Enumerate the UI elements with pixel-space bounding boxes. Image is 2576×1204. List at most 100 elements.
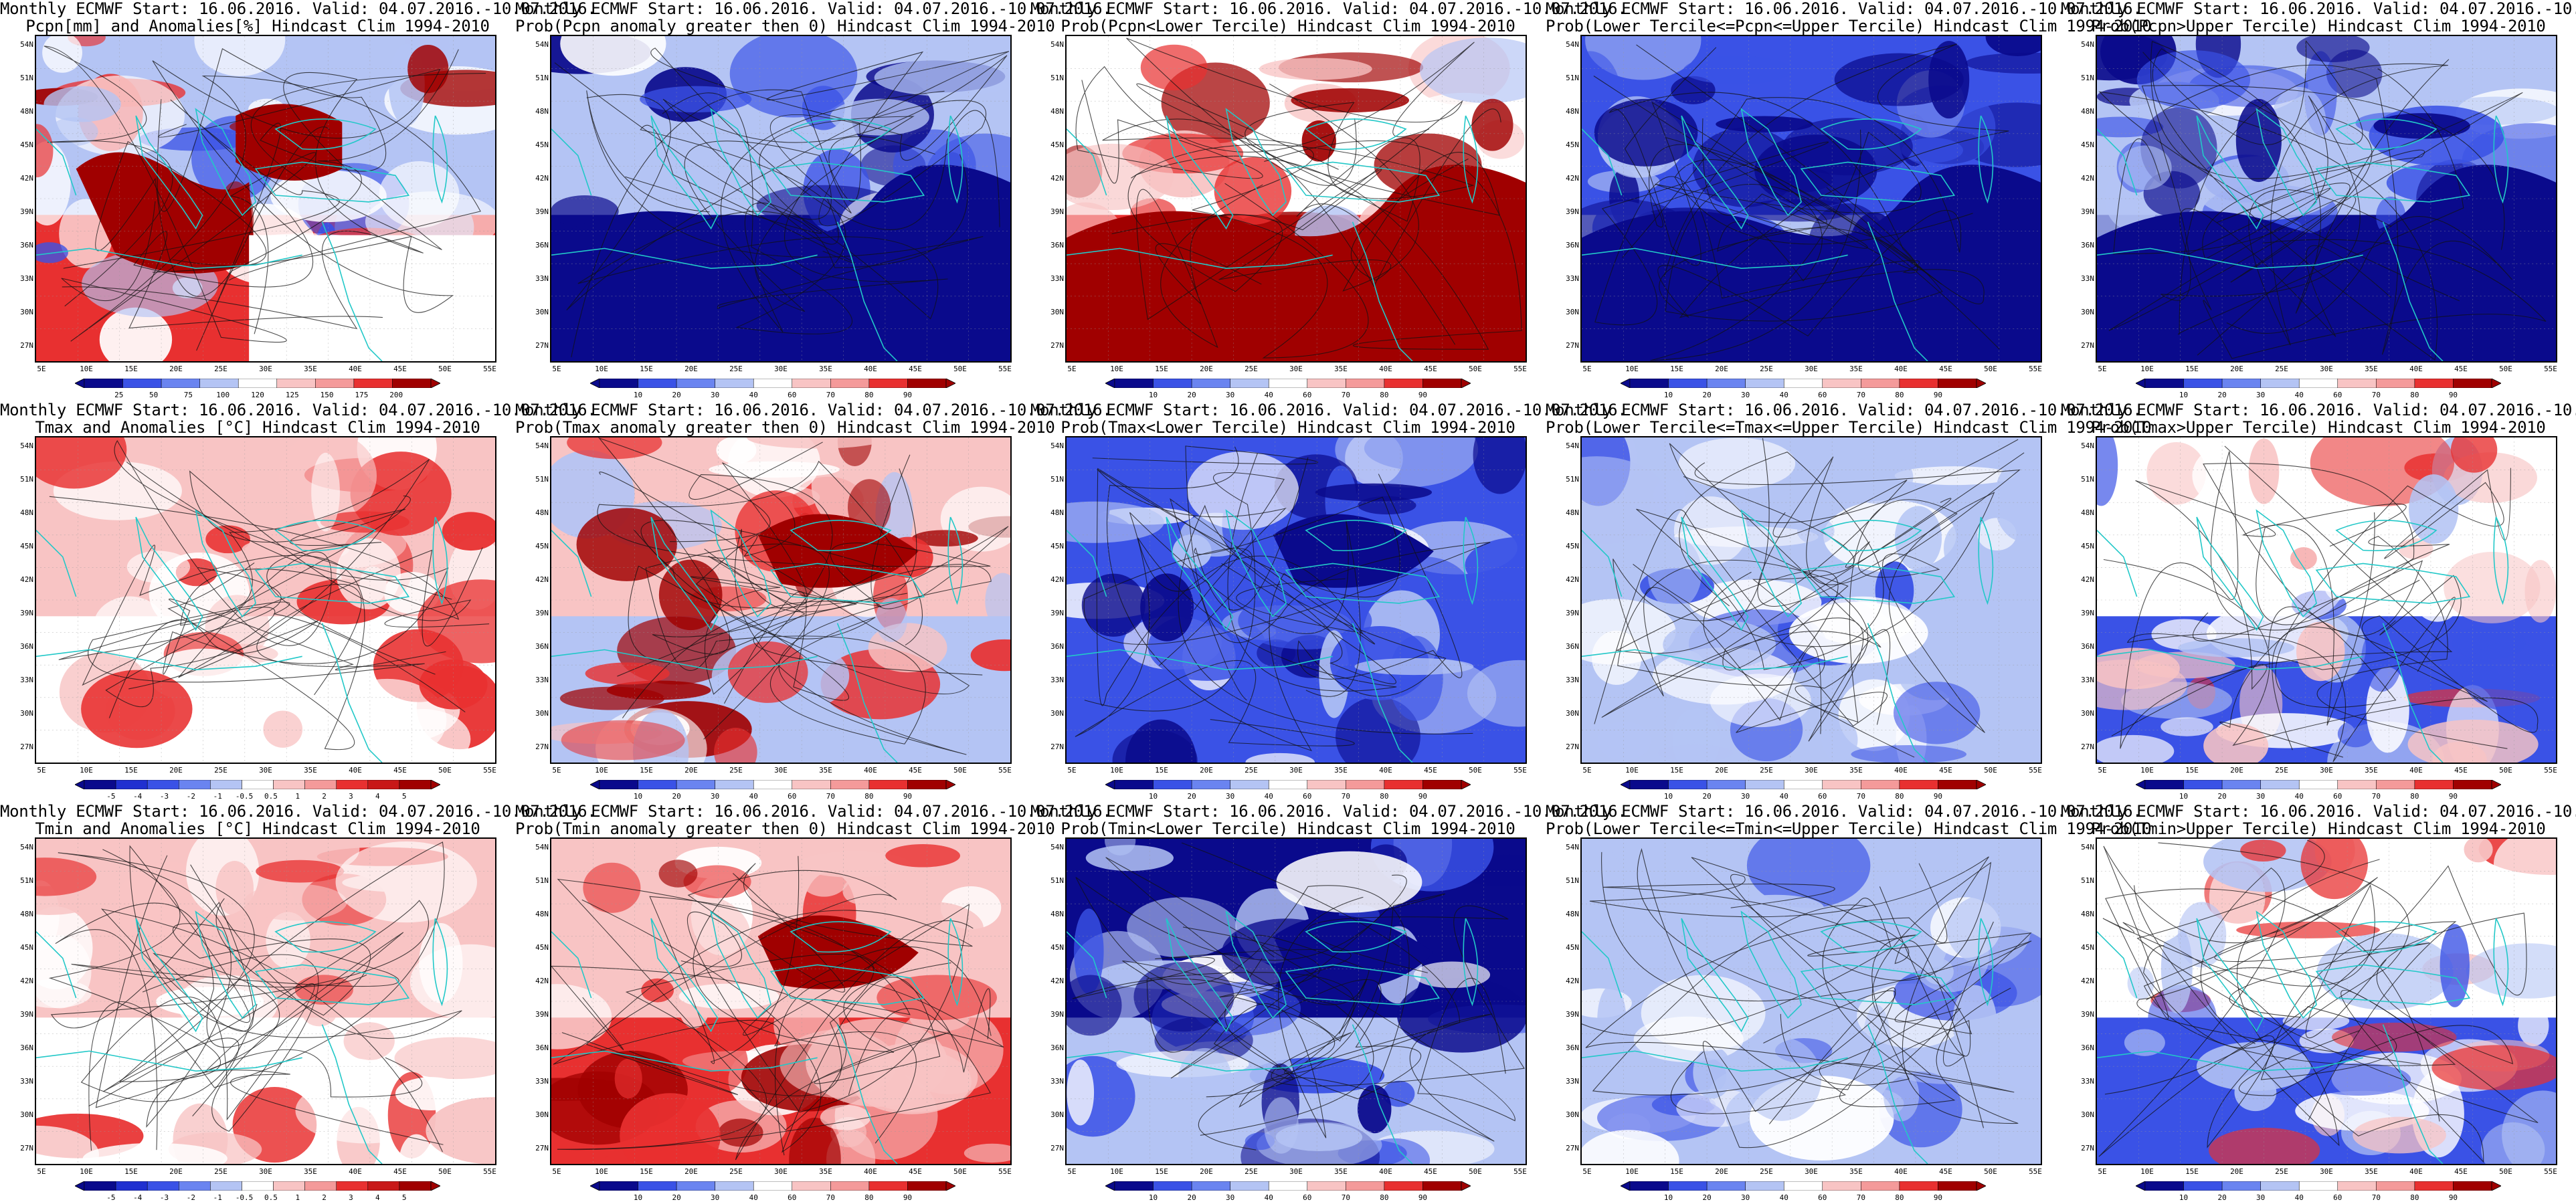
longitude-label: 5E [1582, 365, 1592, 373]
panel-title: Monthly ECMWF Start: 16.06.2016. Valid: … [0, 802, 597, 837]
longitude-label: 30E [1805, 766, 1818, 775]
latitude-label: 33N [1566, 274, 1579, 283]
longitude-label: 5E [2098, 365, 2107, 373]
map-area [2096, 35, 2557, 363]
latitude-label: 45N [535, 542, 549, 550]
latitude-label: 30N [1566, 1110, 1579, 1119]
latitude-label: 48N [535, 107, 549, 116]
colorbar-label: 80 [1380, 792, 1389, 801]
latitude-label: 39N [20, 1010, 33, 1019]
colorbar-label: 10 [2179, 792, 2189, 801]
colorbar [590, 780, 955, 789]
longitude-label: 40E [2409, 766, 2423, 775]
latitude-label: 36N [1566, 241, 1579, 249]
longitude-label: 5E [1582, 1167, 1592, 1176]
colorbar-label: 10 [2179, 1193, 2189, 1202]
longitude-label: 20E [1715, 766, 1728, 775]
longitude-label: 15E [1670, 766, 1683, 775]
colorbar-label: 60 [2333, 391, 2342, 399]
longitude-label: 5E [1582, 766, 1592, 775]
latitude-label: 30N [1050, 308, 1064, 316]
longitude-label: 25E [729, 1167, 743, 1176]
panel-title-line2: Prob(Pcpn>Upper Tercile) Hindcast Clim 1… [2091, 17, 2546, 35]
latitude-label: 42N [1566, 174, 1579, 183]
colorbar-label: -1 [213, 792, 222, 801]
longitude-label: 25E [1760, 365, 1773, 373]
longitude-label: 40E [349, 766, 362, 775]
map-panel: Monthly ECMWF Start: 16.06.2016. Valid: … [0, 802, 597, 1204]
longitude-label: 5E [1067, 365, 1077, 373]
panel-title: Monthly ECMWF Start: 16.06.2016. Valid: … [515, 0, 1112, 35]
longitude-label: 40E [1894, 766, 1908, 775]
colorbar-label: 30 [711, 391, 720, 399]
map-panel: Monthly ECMWF Start: 16.06.2016. Valid: … [1546, 401, 2152, 803]
longitude-label: 35E [1849, 365, 1863, 373]
map-area [1580, 35, 2042, 363]
panel-title-line1: Monthly ECMWF Start: 16.06.2016. Valid: … [0, 802, 597, 821]
latitude-label: 51N [2081, 475, 2094, 484]
map-area [35, 837, 496, 1165]
map-area [35, 436, 496, 764]
colorbar-label: 3 [349, 792, 353, 801]
forecast-field [1582, 36, 2041, 361]
panel-title-line2: Prob(Tmin<Lower Tercile) Hindcast Clim 1… [1061, 819, 1515, 838]
panel-title-line1: Monthly ECMWF Start: 16.06.2016. Valid: … [1030, 0, 1627, 18]
colorbar-label: 20 [1187, 1193, 1196, 1202]
latitude-label: 36N [20, 642, 33, 651]
colorbar-label: 10 [1663, 391, 1673, 399]
colorbar-label: 70 [826, 391, 835, 399]
longitude-label: 55E [2544, 1167, 2557, 1176]
latitude-label: 36N [1566, 1043, 1579, 1052]
longitude-label: 10E [2140, 766, 2154, 775]
panel-title-line1: Monthly ECMWF Start: 16.06.2016. Valid: … [515, 802, 1112, 821]
longitude-label: 25E [1245, 365, 1258, 373]
colorbar-label: 80 [2410, 391, 2419, 399]
latitude-label: 51N [20, 876, 33, 885]
panel-title-line2: Prob(Pcpn anomaly greater then 0) Hindca… [515, 17, 1055, 35]
colorbar [75, 780, 440, 789]
longitude-label: 55E [2029, 1167, 2042, 1176]
colorbar-label: 60 [1303, 792, 1312, 801]
colorbar-label: 60 [788, 391, 797, 399]
latitude-label: 27N [1566, 742, 1579, 751]
longitude-label: 55E [2544, 766, 2557, 775]
longitude-label: 50E [1469, 1167, 1482, 1176]
latitude-label: 54N [1050, 40, 1064, 49]
colorbar-label: 3 [349, 1193, 353, 1202]
colorbar-label: -1 [213, 1193, 222, 1202]
latitude-label: 33N [2081, 676, 2094, 684]
latitude-label: 54N [1050, 843, 1064, 851]
panel-title: Monthly ECMWF Start: 16.06.2016. Valid: … [1030, 401, 1627, 436]
longitude-label: 5E [37, 1167, 46, 1176]
longitude-label: 55E [998, 766, 1012, 775]
latitude-label: 39N [2081, 1010, 2094, 1019]
latitude-label: 42N [2081, 977, 2094, 985]
longitude-label: 15E [1155, 1167, 1168, 1176]
longitude-label: 15E [640, 365, 653, 373]
colorbar-label: 200 [389, 391, 403, 399]
colorbar-label: 40 [1779, 391, 1788, 399]
map-area [1065, 35, 1527, 363]
colorbar-label: 0.5 [264, 1193, 278, 1202]
panel-title-line1: Monthly ECMWF Start: 16.06.2016. Valid: … [1030, 802, 1627, 821]
latitude-label: 54N [535, 40, 549, 49]
colorbar-label: 60 [1303, 1193, 1312, 1202]
colorbar-label: 4 [375, 1193, 380, 1202]
longitude-label: 15E [124, 1167, 138, 1176]
colorbar-label: 30 [1741, 1193, 1750, 1202]
longitude-label: 50E [953, 766, 967, 775]
colorbar-label: 40 [749, 1193, 758, 1202]
colorbar-label: 40 [1264, 1193, 1273, 1202]
latitude-label: 30N [1050, 709, 1064, 718]
longitude-label: 10E [1625, 365, 1639, 373]
panel-title-line2: Prob(Tmax>Upper Tercile) Hindcast Clim 1… [2091, 418, 2546, 437]
colorbar-label: 20 [1702, 792, 1712, 801]
colorbar-label: 70 [2371, 391, 2381, 399]
colorbar [2136, 780, 2501, 789]
forecast-field [551, 839, 1010, 1164]
map-panel: Monthly ECMWF Start: 16.06.2016. Valid: … [1030, 0, 1627, 401]
colorbar [1621, 379, 1986, 388]
map-area [550, 837, 1012, 1165]
panel-title-line1: Monthly ECMWF Start: 16.06.2016. Valid: … [515, 401, 1112, 419]
latitude-label: 48N [2081, 508, 2094, 517]
